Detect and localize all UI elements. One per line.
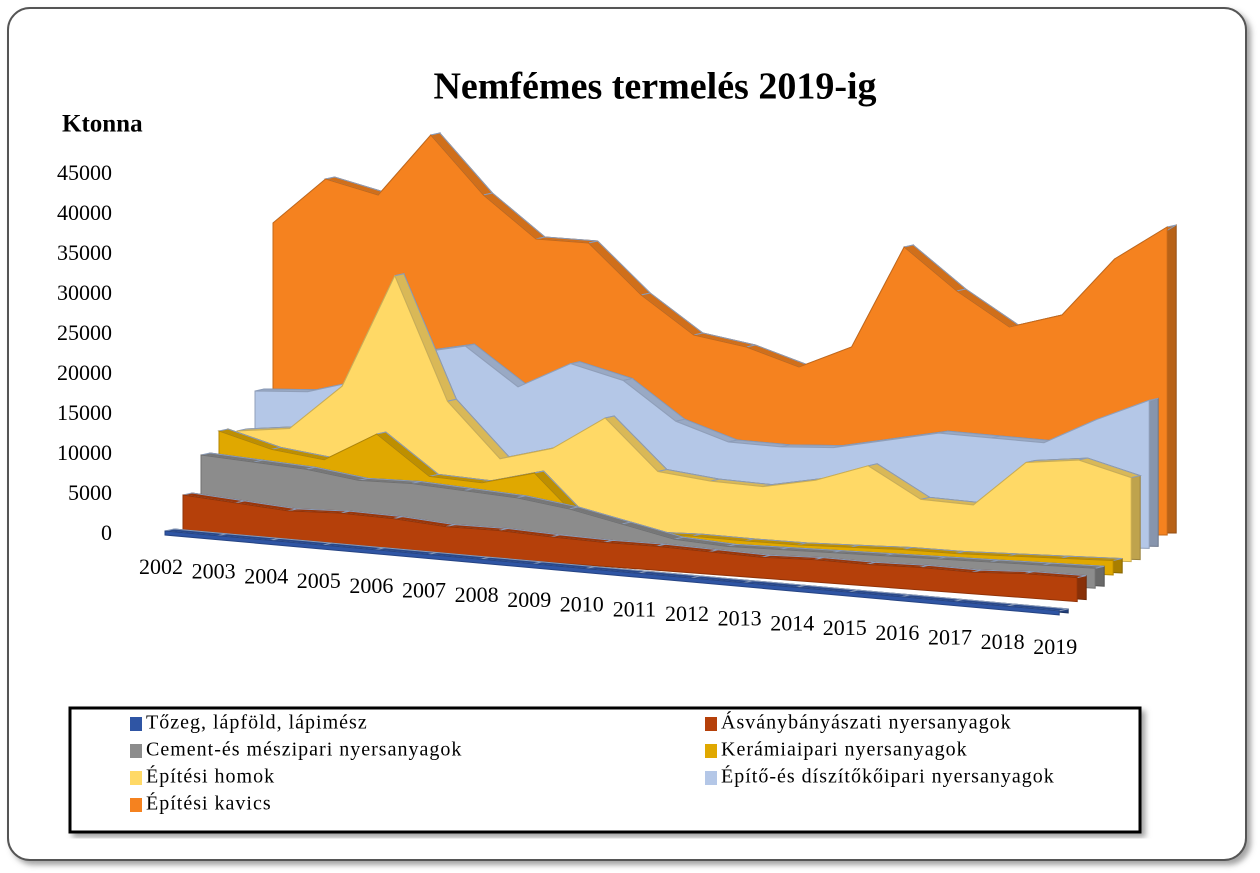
legend-swatch: [705, 744, 717, 758]
y-tick-label: 45000: [57, 160, 112, 185]
legend-swatch: [130, 744, 142, 758]
legend-box: [68, 706, 1142, 834]
y-tick-label: 5000: [68, 480, 112, 505]
legend-label: Építési kavics: [146, 792, 272, 815]
y-tick-label: 35000: [57, 240, 112, 265]
legend-swatch: [705, 771, 717, 785]
x-tick-label: 2019: [1033, 634, 1077, 659]
y-tick-label: 0: [101, 520, 112, 545]
x-tick-label: 2004: [244, 563, 288, 588]
legend-swatch: [705, 717, 717, 731]
area: [200, 454, 1096, 589]
legend-label: Kerámiaipari nyersanyagok: [721, 739, 968, 761]
chart-title: Nemfémes termelés 2019-ig: [433, 66, 876, 108]
y-tick-label: 15000: [57, 400, 112, 425]
x-tick-label: 2018: [981, 629, 1025, 654]
plot-area: 0 5000 10000 15000 20000 25000 30000 35000 40000…: [57, 132, 1177, 659]
legend-swatch: [130, 771, 142, 785]
x-tick-label: 2006: [349, 573, 393, 598]
y-tick-label: 30000: [57, 280, 112, 305]
x-tick-label: 2008: [455, 582, 499, 607]
legend-swatch: [130, 798, 142, 812]
y-tick-label: 10000: [57, 440, 112, 465]
x-tick-label: 2003: [192, 559, 236, 584]
legend: Tőzeg, lápföld, lápimész Ásványbányászati…: [130, 711, 1055, 815]
legend-label: Tőzeg, lápföld, lápimész: [146, 712, 368, 734]
legend-label: Cement-és mészipari nyersanyagok: [146, 739, 462, 761]
x-tick-label: 2017: [928, 625, 972, 650]
x-tick-label: 2014: [770, 610, 814, 635]
x-tick-label: 2016: [875, 620, 919, 645]
area: [182, 494, 1078, 603]
legend-label: Építő-és díszítőkőipari nyersanyagok: [721, 765, 1055, 788]
area: [164, 530, 1060, 616]
x-tick-label: 2002: [139, 554, 183, 579]
x-tick-label: 2013: [718, 606, 762, 631]
x-tick-label: 2009: [507, 587, 551, 612]
x-tick-label: 2015: [823, 615, 867, 640]
x-tick-label: 2012: [665, 601, 709, 626]
y-axis-label: Ktonna: [62, 111, 143, 138]
legend-swatch: [130, 717, 142, 731]
x-tick-label: 2005: [297, 568, 341, 593]
y-tick-label: 40000: [57, 200, 112, 225]
x-tick-label: 2010: [560, 592, 604, 617]
legend-label: Ásványbányászati nyersanyagok: [721, 711, 1012, 734]
y-tick-label: 25000: [57, 320, 112, 345]
legend-label: Építési homok: [146, 765, 275, 788]
y-tick-label: 20000: [57, 360, 112, 385]
x-tick-label: 2007: [402, 578, 446, 603]
x-tick-label: 2011: [613, 596, 656, 621]
